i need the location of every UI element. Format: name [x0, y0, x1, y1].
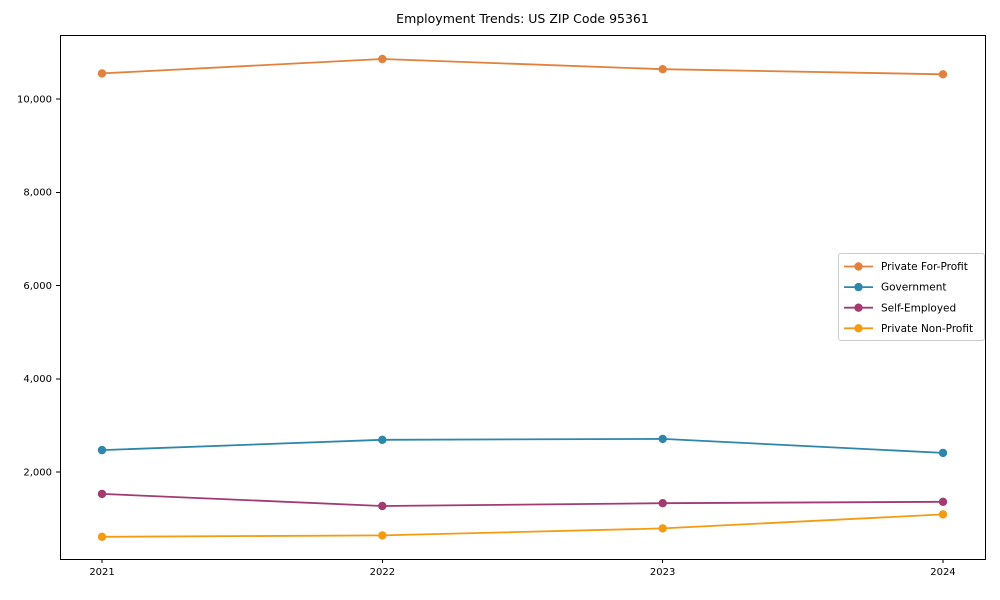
data-point-marker: [378, 54, 387, 64]
data-point-marker: [97, 489, 107, 499]
legend-marker: [854, 262, 863, 271]
data-point-marker: [97, 445, 107, 455]
data-point-marker: [378, 435, 387, 444]
legend-label: Private Non-Profit: [881, 323, 973, 335]
series-line: [101, 58, 944, 76]
series-private-non-profit: [97, 510, 948, 541]
data-point-marker: [378, 531, 387, 540]
data-point-marker: [938, 510, 948, 519]
legend-item: Private For-Profit: [844, 261, 968, 273]
data-point-marker: [658, 524, 667, 533]
plot-area: 2,000 4,000 6,000 8,000 10,000 2021 2022 2023 20…: [17, 35, 986, 578]
y-tick-label: 2,000: [23, 467, 52, 478]
data-point-marker: [938, 70, 948, 79]
x-tick-label: 2021: [89, 567, 114, 578]
series-self-employed: [97, 489, 948, 511]
legend-box: [838, 253, 985, 341]
series-private-for-profit: [97, 54, 948, 79]
series-line: [101, 437, 944, 454]
x-tick-label: 2022: [370, 567, 395, 578]
series-government: [97, 434, 948, 458]
x-tick-label: 2024: [930, 567, 955, 578]
legend-label: Government: [881, 282, 946, 294]
series-line: [101, 492, 944, 507]
legend-item: Private Non-Profit: [844, 323, 973, 335]
data-point-marker: [378, 501, 387, 511]
legend-label: Self-Employed: [881, 302, 956, 314]
data-point-marker: [658, 499, 667, 508]
legend-marker: [854, 324, 863, 333]
legend-item: Self-Employed: [844, 302, 956, 314]
legend-marker: [854, 303, 863, 312]
y-tick-label: 8,000: [23, 188, 52, 199]
y-tick-label: 4,000: [23, 374, 52, 385]
data-point-marker: [658, 65, 667, 74]
legend-marker: [854, 282, 863, 292]
data-point-marker: [938, 448, 948, 458]
y-tick-label: 10,000: [17, 94, 52, 105]
data-point-marker: [97, 532, 107, 541]
chart-title: Employment Trends: US ZIP Code 95361: [396, 11, 649, 26]
data-point-marker: [658, 434, 667, 444]
series-line: [101, 513, 944, 538]
x-tick-label: 2023: [650, 567, 675, 578]
y-tick-label: 6,000: [23, 281, 52, 292]
legend-item: Government: [844, 282, 946, 294]
data-point-marker: [97, 69, 107, 78]
legend-label: Private For-Profit: [881, 261, 968, 273]
data-point-marker: [938, 497, 948, 506]
legend: Private For-Profit Government Self-Employe…: [838, 253, 985, 341]
axes-frame: [60, 35, 986, 560]
